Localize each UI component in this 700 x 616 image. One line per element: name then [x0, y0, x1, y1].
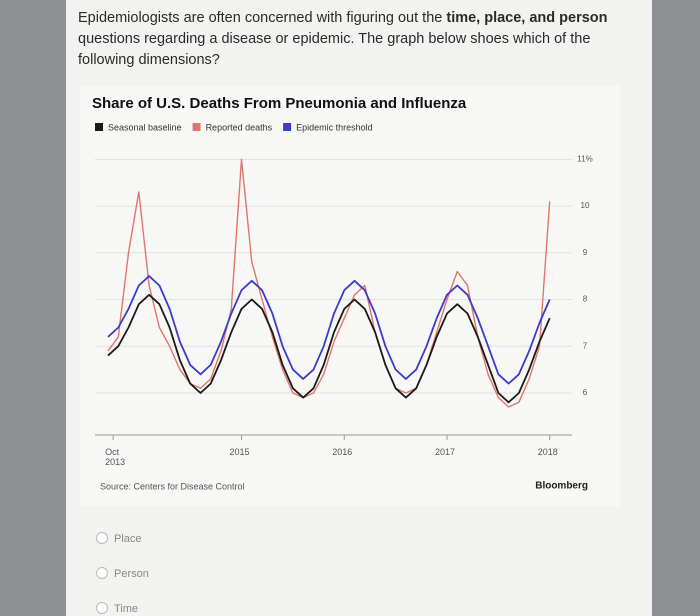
y-tick-label: 10 [581, 201, 590, 210]
question-bold: time, place, and person [446, 10, 608, 26]
series-line [107, 293, 551, 404]
series-line [107, 158, 551, 408]
legend-swatch [283, 123, 292, 131]
radio-button[interactable] [96, 567, 108, 579]
option-label[interactable]: Place [114, 533, 142, 545]
y-tick-label: 9 [583, 248, 588, 257]
radio-button[interactable] [96, 532, 108, 544]
chart-panel [80, 86, 620, 506]
x-tick-label: 2018 [537, 447, 558, 457]
radio-option[interactable]: Time [96, 602, 138, 615]
x-tick-label: Oct 2013 [105, 447, 126, 467]
question-text: Epidemiologists are often concerned with… [78, 10, 447, 26]
x-tick-label: 2015 [229, 447, 250, 457]
chart-title: Share of U.S. Deaths From Pneumonia and … [92, 95, 467, 112]
y-tick-label: 6 [583, 388, 588, 397]
x-tick-label: 2016 [332, 447, 353, 457]
x-tick-label: 2017 [435, 447, 456, 457]
radio-option[interactable]: Person [96, 567, 149, 580]
legend-label: Epidemic threshold [296, 122, 373, 132]
legend-swatch [95, 123, 103, 131]
y-tick-label: 8 [583, 295, 588, 304]
question-text: questions regarding a disease or epidemi… [78, 31, 591, 68]
legend-label: Reported deaths [206, 122, 273, 132]
legend-swatch [192, 123, 201, 131]
legend-label: Seasonal baseline [108, 122, 182, 132]
y-tick-label: 7 [583, 341, 588, 350]
radio-button[interactable] [96, 602, 108, 614]
y-tick-label: 11% [577, 154, 592, 163]
brand: Bloomberg [535, 481, 588, 492]
series-line [107, 275, 551, 385]
radio-option[interactable]: Place [96, 532, 142, 545]
option-label[interactable]: Time [114, 603, 139, 615]
option-label[interactable]: Person [114, 568, 149, 580]
question: Epidemiologists are often concerned with… [78, 8, 618, 71]
source: Source: Centers for Disease Control [100, 481, 245, 491]
